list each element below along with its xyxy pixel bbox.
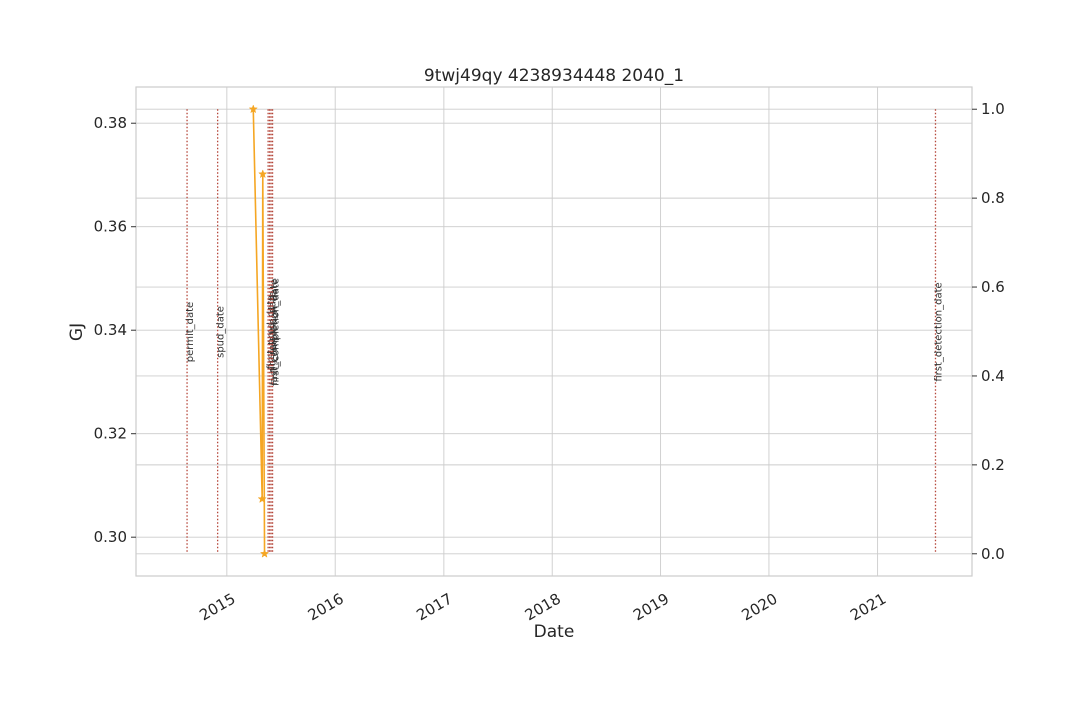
y2-tick-label: 0.6 [981, 278, 1005, 296]
event-label: first_detection_date [933, 282, 944, 381]
event-label: rig_release_date [268, 291, 279, 373]
event-label: first_prod_date [266, 295, 277, 370]
y-axis-ticks: 0.30 0.32 0.34 0.36 0.38 [94, 114, 136, 546]
plot-frame [135, 86, 973, 577]
x-tick-label: 2016 [305, 590, 347, 625]
x-tick-label: 2021 [847, 590, 889, 625]
data-point-marker [258, 169, 268, 179]
series-layer [248, 104, 270, 558]
x-axis-title: Date [534, 622, 575, 642]
chart-title: 9twj49qy 4238934448 2040_1 [424, 66, 684, 86]
x-tick-label: 2019 [630, 590, 672, 625]
x-tick-label: 2017 [413, 590, 455, 625]
y-tick-label: 0.36 [94, 218, 127, 236]
event-layer: permit_date spud_date first_prod_daterig_r… [185, 109, 944, 554]
x-tick-label: 2018 [522, 590, 564, 625]
data-point-marker [259, 548, 270, 558]
y2-tick-label: 0.8 [981, 189, 1005, 207]
y2-tick-label: 1.0 [981, 100, 1005, 118]
event-label: spud_date [216, 306, 227, 358]
x-axis-ticks: 2015 2016 2017 2018 2019 2020 2021 [196, 590, 889, 625]
y2-tick-label: 0.2 [981, 456, 1005, 474]
data-point-marker [257, 494, 267, 503]
event-label: permit_date [185, 302, 196, 362]
y-tick-label: 0.32 [94, 425, 127, 443]
grid-layer [136, 87, 972, 576]
y-tick-label: 0.38 [94, 114, 127, 132]
event-label: first_completion_date [271, 278, 282, 386]
series-line [252, 109, 266, 554]
x-tick-label: 2015 [196, 590, 238, 625]
y-tick-label: 0.30 [94, 528, 127, 546]
x-tick-label: 2020 [738, 590, 780, 625]
y2-tick-label: 0.0 [981, 545, 1005, 563]
y2-axis-ticks: 0.0 0.2 0.4 0.6 0.8 1.0 [972, 100, 1005, 563]
y2-tick-label: 0.4 [981, 367, 1005, 385]
event-label: last_completion_date [269, 279, 280, 385]
data-point-marker [248, 104, 258, 114]
y-axis-title: GJ [67, 323, 87, 341]
y-tick-label: 0.34 [94, 321, 127, 339]
